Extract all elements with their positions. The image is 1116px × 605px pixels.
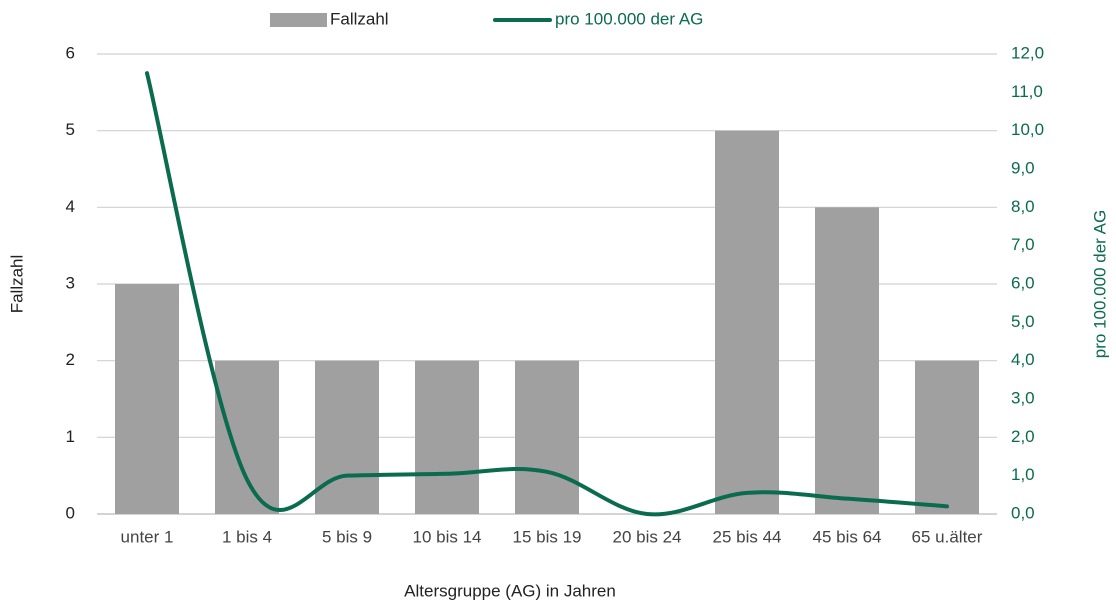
y-tick-label: 5 bbox=[66, 120, 75, 139]
y2-tick-label: 12,0 bbox=[1011, 43, 1044, 62]
legend-swatch bbox=[270, 13, 327, 27]
x-tick-label: 45 bis 64 bbox=[813, 527, 882, 546]
y2-tick-label: 9,0 bbox=[1011, 158, 1035, 177]
bar bbox=[115, 284, 179, 514]
y2-tick-label: 11,0 bbox=[1011, 82, 1043, 101]
x-tick-label: 25 bis 44 bbox=[713, 527, 782, 546]
y-tick-label: 6 bbox=[66, 43, 75, 62]
bar bbox=[515, 360, 579, 514]
y-tick-label: 2 bbox=[66, 350, 75, 369]
y2-tick-label: 8,0 bbox=[1011, 197, 1035, 216]
bar bbox=[815, 207, 879, 515]
x-tick-label: 15 bis 19 bbox=[513, 527, 582, 546]
x-axis-title: Altersgruppe (AG) in Jahren bbox=[404, 581, 616, 600]
x-tick-label: unter 1 bbox=[121, 527, 174, 546]
y2-tick-label: 10,0 bbox=[1011, 120, 1044, 139]
y2-tick-label: 1,0 bbox=[1011, 465, 1035, 484]
bar bbox=[915, 360, 979, 514]
bar bbox=[215, 360, 279, 514]
line bbox=[145, 71, 949, 517]
x-tick-label: 20 bis 24 bbox=[613, 527, 682, 546]
y2-tick-label: 2,0 bbox=[1011, 427, 1035, 446]
y-tick-label: 0 bbox=[66, 503, 75, 522]
x-tick-label: 65 u.älter bbox=[912, 527, 983, 546]
x-tick-label: 5 bis 9 bbox=[322, 527, 372, 546]
x-tick-label: 1 bis 4 bbox=[222, 527, 272, 546]
bar bbox=[715, 130, 779, 514]
y2-tick-label: 5,0 bbox=[1011, 312, 1035, 331]
bar bbox=[315, 360, 379, 514]
y2-axis-title: pro 100.000 der AG bbox=[1090, 210, 1109, 358]
y2-tick-label: 3,0 bbox=[1011, 388, 1035, 407]
legend-label: Fallzahl bbox=[330, 9, 389, 28]
y2-tick-label: 6,0 bbox=[1011, 273, 1035, 292]
y2-tick-label: 0,0 bbox=[1011, 503, 1035, 522]
legend-label: pro 100.000 der AG bbox=[555, 9, 703, 28]
y-tick-label: 1 bbox=[66, 427, 75, 446]
bar bbox=[415, 360, 479, 514]
x-tick-label: 10 bis 14 bbox=[413, 527, 482, 546]
y-axis-title: Fallzahl bbox=[7, 255, 26, 314]
y-tick-label: 4 bbox=[66, 197, 75, 216]
y2-tick-label: 7,0 bbox=[1011, 235, 1035, 254]
y-tick-label: 3 bbox=[66, 273, 75, 292]
y2-tick-label: 4,0 bbox=[1011, 350, 1035, 369]
